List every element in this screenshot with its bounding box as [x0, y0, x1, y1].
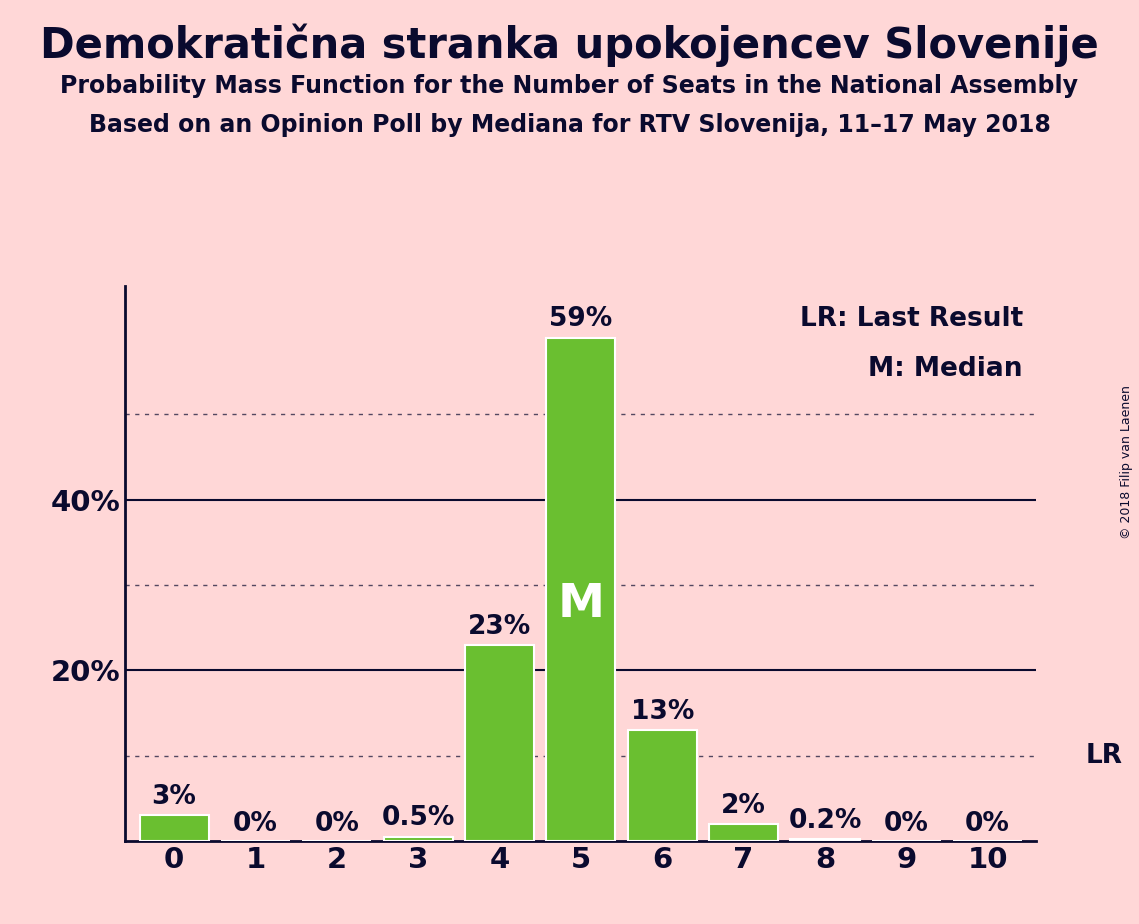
Bar — [139, 815, 208, 841]
Text: © 2018 Filip van Laenen: © 2018 Filip van Laenen — [1121, 385, 1133, 539]
Text: Demokratična stranka upokojencev Slovenije: Demokratična stranka upokojencev Sloveni… — [40, 23, 1099, 67]
Text: LR: LR — [1085, 743, 1122, 769]
Text: 59%: 59% — [549, 307, 613, 333]
Text: 0%: 0% — [965, 811, 1010, 837]
Bar — [790, 839, 860, 841]
Bar — [710, 824, 778, 841]
Bar — [628, 730, 697, 841]
Text: M: Median: M: Median — [868, 356, 1023, 382]
Text: 0.5%: 0.5% — [382, 806, 454, 832]
Text: Probability Mass Function for the Number of Seats in the National Assembly: Probability Mass Function for the Number… — [60, 74, 1079, 98]
Text: 0%: 0% — [233, 811, 278, 837]
Text: Based on an Opinion Poll by Mediana for RTV Slovenija, 11–17 May 2018: Based on an Opinion Poll by Mediana for … — [89, 113, 1050, 137]
Bar — [465, 645, 534, 841]
Text: 3%: 3% — [151, 784, 197, 810]
Bar — [547, 337, 615, 841]
Text: LR: Last Result: LR: Last Result — [800, 306, 1023, 332]
Text: M: M — [557, 582, 605, 626]
Text: 23%: 23% — [468, 614, 531, 639]
Text: 2%: 2% — [721, 793, 767, 819]
Text: 0%: 0% — [884, 811, 928, 837]
Text: 13%: 13% — [631, 699, 694, 724]
Text: 0%: 0% — [314, 811, 359, 837]
Text: 0.2%: 0.2% — [788, 808, 861, 834]
Bar — [384, 836, 453, 841]
